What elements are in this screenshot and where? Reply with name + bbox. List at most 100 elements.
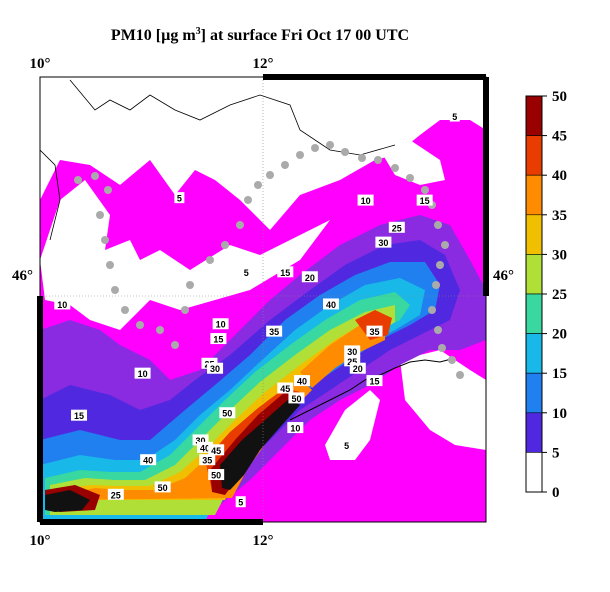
contour-label-bg — [357, 194, 374, 206]
contour-label-bg — [375, 236, 392, 248]
contour-label: 15 — [366, 375, 383, 387]
contour-label-bg — [344, 355, 361, 367]
contour-label-text: 5 — [238, 498, 243, 508]
contour-label-bg — [366, 375, 383, 387]
contour-label: 15 — [71, 409, 88, 421]
contour-label: 10 — [212, 318, 229, 330]
contour-label-text: 30 — [196, 436, 206, 446]
contour-label-bg — [416, 194, 433, 206]
lat-label-left: 46° — [12, 268, 33, 284]
colorbar-swatch — [525, 135, 543, 176]
colorbar-swatch — [525, 95, 543, 136]
contour-label: 30 — [192, 434, 209, 446]
colorbar-tick-label: 45 — [552, 129, 567, 145]
band-45-50-east — [300, 322, 385, 388]
contour-label: 50 — [288, 392, 305, 404]
contour-label-bg — [199, 454, 216, 466]
map-title: PM10 [µg m3] at surface Fri Oct 17 00 UT… — [111, 26, 409, 44]
colorbar-swatch — [525, 254, 543, 295]
lon-labels-bottom: 10° 12° — [30, 533, 274, 549]
contour-label-bg — [341, 439, 352, 451]
contour-label-bg — [219, 407, 236, 419]
contour-label: 5 — [449, 110, 460, 122]
contour-label-text: 5 — [244, 268, 249, 278]
contour-label-text: 25 — [347, 357, 357, 367]
colorbar-tick-label: 0 — [552, 485, 560, 501]
contour-label: 5 — [341, 439, 352, 451]
colorbar-swatch — [525, 372, 543, 414]
band-40-45 — [55, 318, 390, 500]
contour-label: 10 — [287, 422, 304, 434]
contour-label-bg — [294, 375, 311, 387]
colorbar-tick-label: 50 — [552, 89, 567, 105]
lon-label-top: 12° — [253, 56, 274, 72]
contour-label-bg — [154, 481, 171, 493]
contour-label-text: 50 — [211, 471, 221, 481]
contour-label: 10 — [357, 194, 374, 206]
contour-label-bg — [288, 392, 305, 404]
contour-label-text: 10 — [361, 196, 371, 206]
contour-label: 35 — [266, 325, 283, 337]
contour-label-text: 40 — [326, 300, 336, 310]
colorbar-tick-label: 40 — [552, 168, 567, 184]
contour-label: 25 — [388, 221, 405, 233]
contour-label: 40 — [140, 454, 157, 466]
colorbar-swatch — [525, 412, 543, 453]
contour-label-text: 50 — [291, 394, 301, 404]
contour-label: 20 — [301, 271, 318, 283]
contour-label-text: 35 — [269, 327, 279, 337]
clean-area-east — [400, 350, 486, 450]
lon-label-top: 10° — [30, 56, 51, 72]
lon-labels-top: 10° 12° — [30, 56, 274, 72]
border-line-west — [40, 149, 61, 241]
lon-label-bottom: 12° — [253, 533, 274, 549]
contour-label-bg — [266, 325, 283, 337]
contour-labels: 5551015253015204010103535153025202530104… — [54, 110, 460, 508]
contour-label: 15 — [416, 194, 433, 206]
contour-label-bg — [212, 318, 229, 330]
contour-label-bg — [210, 333, 227, 345]
contour-label-text: 20 — [305, 273, 315, 283]
contour-label-text: 15 — [74, 411, 84, 421]
colorbar-tick-label: 5 — [552, 445, 560, 461]
contour-label: 10 — [54, 298, 71, 310]
contour-label-bg — [208, 444, 225, 456]
band-35-40 — [50, 305, 395, 515]
contour-label-text: 35 — [369, 327, 379, 337]
contour-label-text: 40 — [297, 377, 307, 387]
clean-area-ne — [380, 140, 445, 185]
contour-label-bg — [54, 298, 71, 310]
contour-label-text: 5 — [344, 441, 349, 451]
pm10-field: 5551015253015204010103535153025202530104… — [40, 77, 486, 522]
title-superscript: 3 — [196, 26, 201, 37]
contour-label-text: 15 — [280, 268, 290, 278]
contour-label-text: 10 — [290, 424, 300, 434]
contour-label-bg — [349, 362, 366, 374]
title-main: PM10 [µg m — [111, 27, 196, 44]
contour-label-text: 30 — [378, 238, 388, 248]
contour-label: 25 — [107, 488, 124, 500]
contour-label-bg — [277, 266, 294, 278]
contour-label: 40 — [197, 441, 214, 453]
colorbar-swatch — [525, 174, 543, 216]
contour-label-bg — [301, 271, 318, 283]
colorbar-tick-label: 30 — [552, 247, 567, 263]
graticule — [40, 77, 486, 522]
contour-label-bg — [323, 298, 340, 310]
contour-label-text: 50 — [158, 483, 168, 493]
contour-label-bg — [197, 441, 214, 453]
contour-label-text: 30 — [210, 364, 220, 374]
contour-label-text: 5 — [452, 112, 457, 122]
contour-label-text: 15 — [213, 335, 223, 345]
contour-label-bg — [344, 345, 361, 357]
clean-area-lake — [325, 390, 380, 460]
colorbar-swatch — [525, 214, 543, 255]
contour-label: 15 — [277, 266, 294, 278]
contour-label-bg — [174, 192, 185, 204]
contour-label-bg — [71, 409, 88, 421]
colorbar-swatch — [525, 333, 543, 374]
contour-label-text: 15 — [369, 377, 379, 387]
contour-label: 40 — [294, 375, 311, 387]
colorbar-tick-label: 15 — [552, 366, 567, 382]
